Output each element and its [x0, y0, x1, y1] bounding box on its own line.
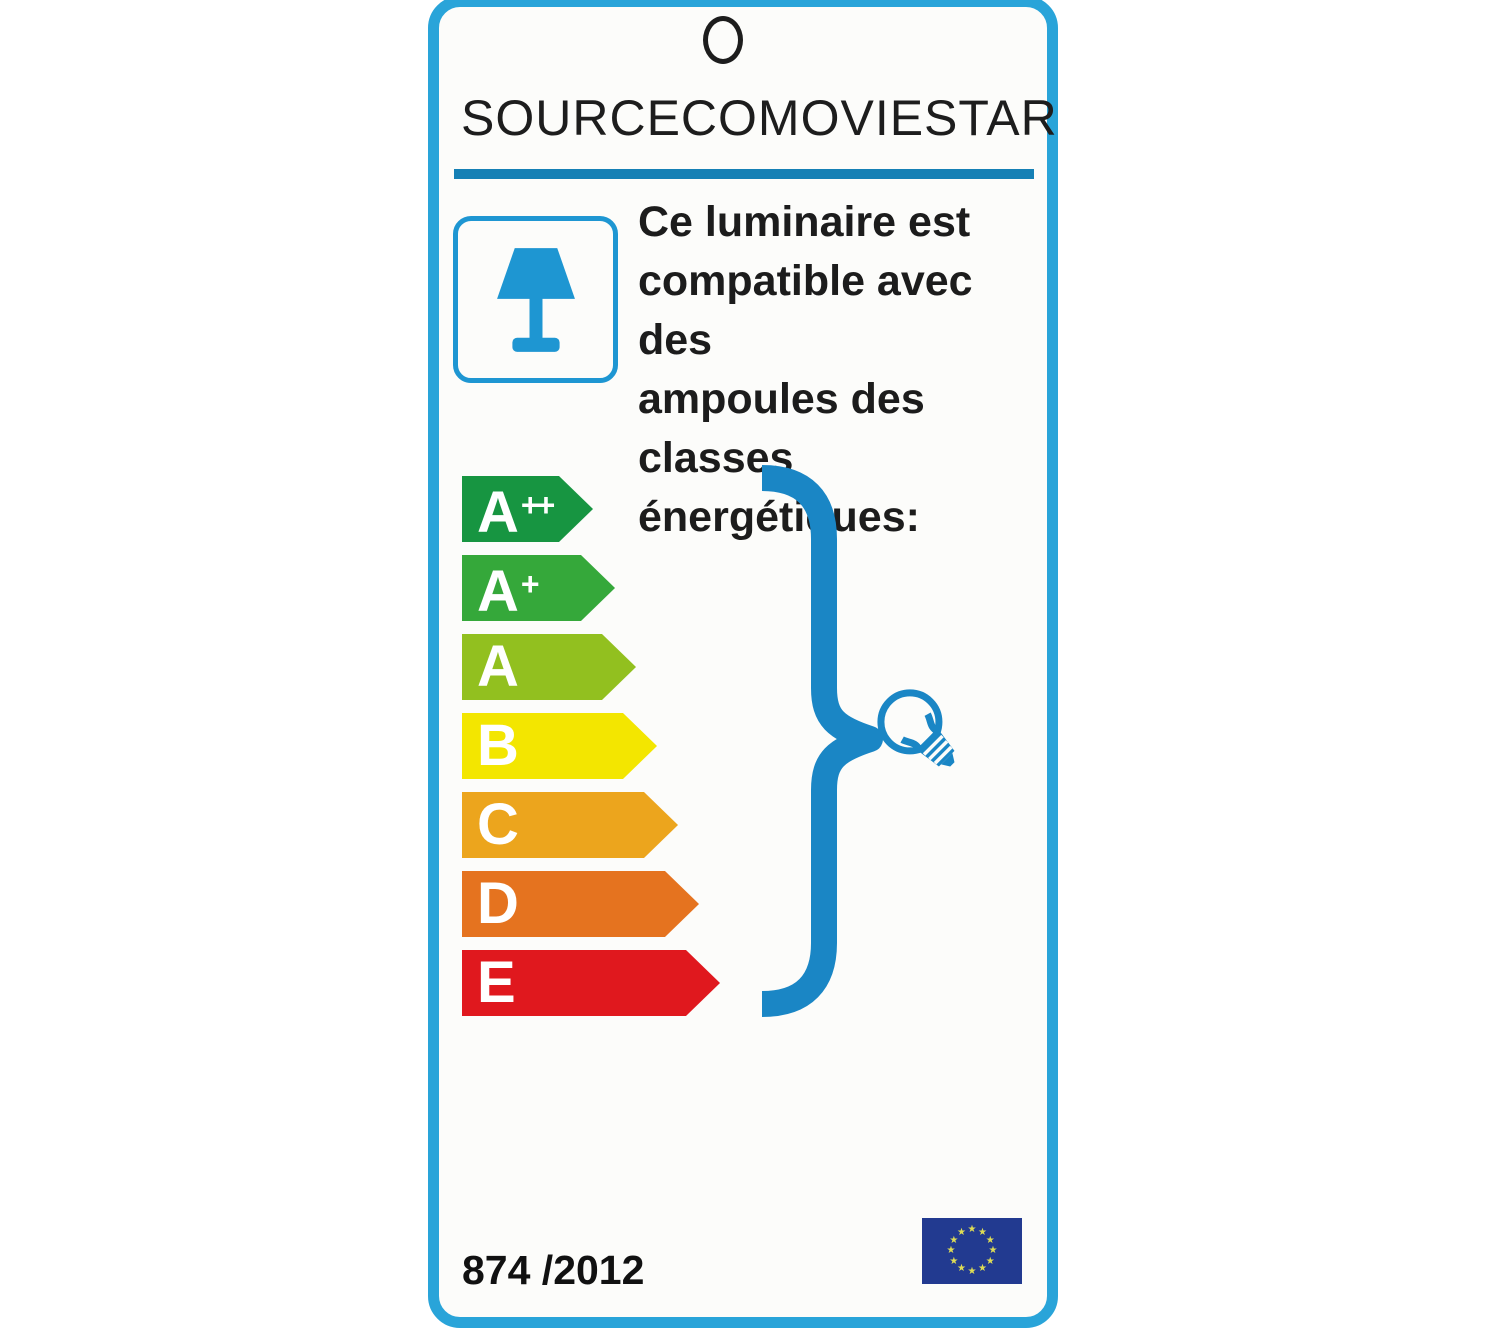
compatibility-text-line: Ce luminaire est: [638, 198, 971, 246]
energy-class-arrow-a++: A++: [462, 476, 593, 542]
energy-class-letter: A+: [477, 559, 537, 624]
energy-class-letter: B: [477, 713, 519, 778]
compatibility-text-line: énergétiques:: [638, 493, 920, 541]
energy-class-arrow-e: E: [462, 950, 720, 1016]
luminaire-pictogram-box: [453, 216, 618, 383]
hang-hole: [703, 16, 743, 64]
brand-name: SOURCECO: [461, 90, 758, 146]
brace-and-bulb: [761, 465, 955, 1017]
header: SOURCECO MOVIESTAR: [461, 89, 1057, 147]
header-divider: [454, 169, 1034, 179]
eu-star: ★: [946, 1245, 956, 1256]
eu-star: ★: [985, 1255, 995, 1267]
compatibility-text-line: compatible avec des: [638, 257, 973, 364]
compatibility-text: Ce luminaire est compatible avec des amp…: [638, 193, 1052, 547]
eu-star: ★: [957, 1226, 966, 1238]
energy-class-letter: E: [477, 950, 516, 1015]
eu-star: ★: [967, 1224, 977, 1235]
compatibility-text-line: ampoules des classes: [638, 375, 925, 482]
eu-star: ★: [949, 1255, 959, 1267]
light-bulb-icon: [877, 689, 955, 767]
eu-flag-icon: ★ ★ ★ ★ ★ ★ ★ ★ ★ ★ ★ ★: [922, 1218, 1022, 1284]
energy-class-letter: D: [477, 871, 519, 936]
energy-class-arrow-b: B: [462, 713, 657, 779]
energy-class-arrow-a: A: [462, 634, 636, 700]
regulation-number: 874 /2012: [462, 1247, 645, 1293]
energy-class-scale: A++ A+ A B C D E: [462, 476, 720, 1029]
table-lamp-icon: [496, 247, 575, 352]
eu-star: ★: [978, 1263, 987, 1275]
eu-star: ★: [985, 1234, 995, 1246]
eu-star: ★: [978, 1226, 987, 1238]
eu-star: ★: [967, 1266, 977, 1277]
eu-star: ★: [957, 1263, 966, 1275]
energy-class-letter: C: [477, 792, 519, 857]
energy-class-letter: A++: [477, 480, 553, 545]
energy-class-arrow-a+: A+: [462, 555, 615, 621]
energy-class-arrow-d: D: [462, 871, 699, 937]
energy-class-letter: A: [477, 634, 519, 699]
curly-brace: [761, 465, 883, 1017]
eu-star: ★: [949, 1234, 959, 1246]
card-inner: SOURCECO MOVIESTAR Ce luminaire est comp…: [439, 7, 1057, 1317]
eu-star: ★: [988, 1245, 998, 1256]
energy-class-arrow-c: C: [462, 792, 678, 858]
model-name: MOVIESTAR: [757, 90, 1058, 146]
energy-label-card: SOURCECO MOVIESTAR Ce luminaire est comp…: [428, 0, 1058, 1328]
